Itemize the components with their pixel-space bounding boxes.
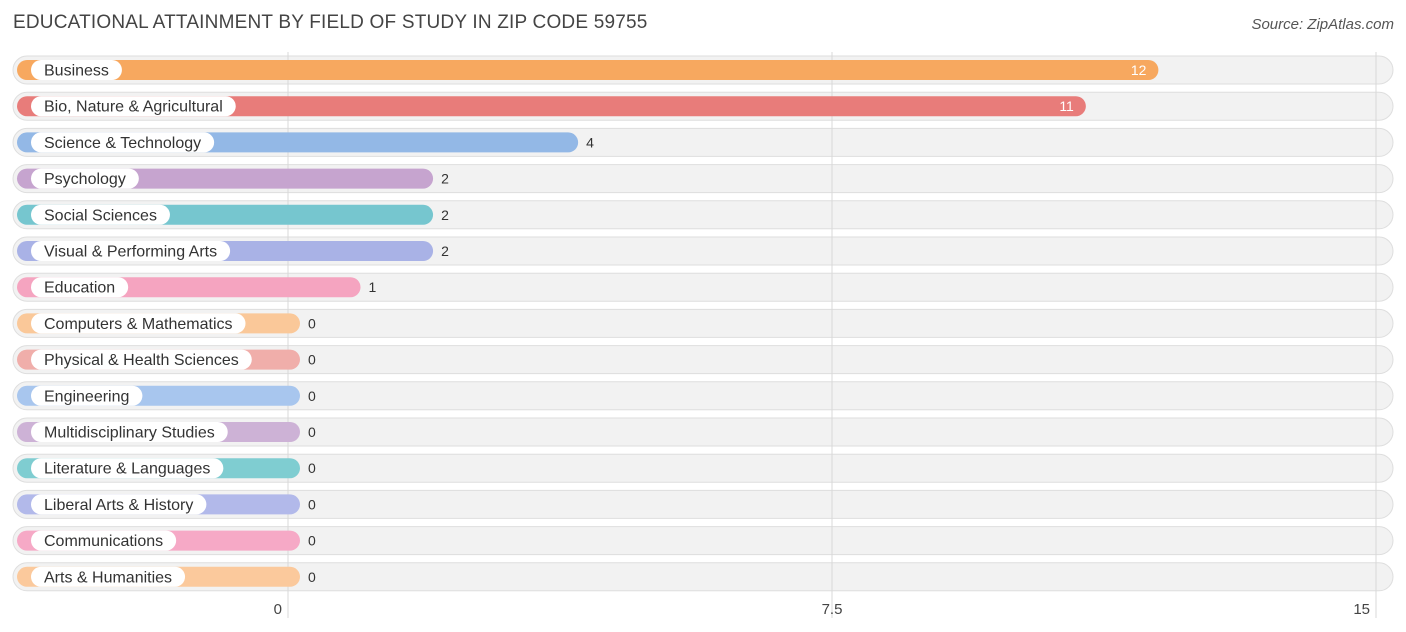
bar [17, 60, 1159, 80]
category-label: Arts & Humanities [44, 569, 172, 586]
category-label-pill [31, 422, 228, 442]
category-label-pill [31, 96, 236, 117]
category-label: Science & Technology [44, 135, 201, 152]
value-label: 0 [308, 460, 316, 476]
category-label: Social Sciences [44, 207, 157, 224]
category-label: Computers & Mathematics [44, 316, 233, 333]
category-label: Physical & Health Sciences [44, 352, 239, 369]
value-label: 2 [441, 243, 449, 259]
category-label: Psychology [44, 171, 126, 188]
category-label: Visual & Performing Arts [44, 244, 217, 261]
category-label: Multidisciplinary Studies [44, 425, 215, 442]
category-label-pill [31, 132, 215, 153]
category-label-pill [31, 277, 129, 298]
category-label-pill [31, 241, 231, 261]
category-label-pill [31, 349, 252, 370]
category-label-pill [31, 168, 139, 189]
source-note: Source: ZipAtlas.com [1251, 16, 1394, 33]
row-background [12, 562, 1394, 592]
row-background [12, 489, 1394, 519]
chart-title: EDUCATIONAL ATTAINMENT BY FIELD OF STUDY… [13, 12, 648, 33]
row-background [12, 308, 1394, 338]
row-background [12, 453, 1394, 483]
bar [17, 96, 1086, 117]
category-label: Business [44, 63, 109, 80]
value-label: 4 [586, 134, 594, 150]
category-label-pill [31, 458, 224, 479]
value-label: 0 [308, 352, 316, 368]
category-label: Liberal Arts & History [44, 497, 193, 514]
x-tick-label: 7.5 [822, 601, 843, 618]
value-label: 0 [308, 496, 316, 512]
row-background [12, 345, 1394, 375]
row-background [12, 417, 1394, 447]
value-label: 0 [308, 424, 316, 440]
value-label: 0 [308, 569, 316, 585]
row-background [12, 272, 1394, 302]
value-label: 12 [1131, 62, 1147, 78]
category-label: Literature & Languages [44, 461, 210, 478]
row-background [12, 381, 1394, 411]
x-axis-ticks: 0 7.5 15 [274, 601, 1370, 618]
category-label: Communications [44, 533, 163, 550]
category-label-pill [31, 204, 170, 225]
category-label-pill [31, 494, 207, 515]
value-label: 0 [308, 533, 316, 549]
value-label: 11 [1059, 98, 1074, 114]
category-label-pill [31, 60, 122, 80]
category-label-pill [31, 566, 186, 587]
x-tick-label: 0 [274, 601, 282, 618]
row-background [12, 526, 1394, 556]
value-label: 1 [369, 279, 377, 295]
x-tick-label: 15 [1353, 601, 1370, 618]
category-label-pill [31, 385, 143, 406]
value-label: 2 [441, 207, 449, 223]
category-label-pill [31, 530, 177, 551]
value-label: 0 [308, 315, 316, 331]
category-label: Education [44, 280, 115, 297]
category-label-pill [31, 313, 246, 334]
value-label: 0 [308, 388, 316, 404]
value-label: 2 [441, 171, 449, 187]
category-label: Bio, Nature & Agricultural [44, 99, 223, 116]
category-label: Engineering [44, 388, 129, 405]
